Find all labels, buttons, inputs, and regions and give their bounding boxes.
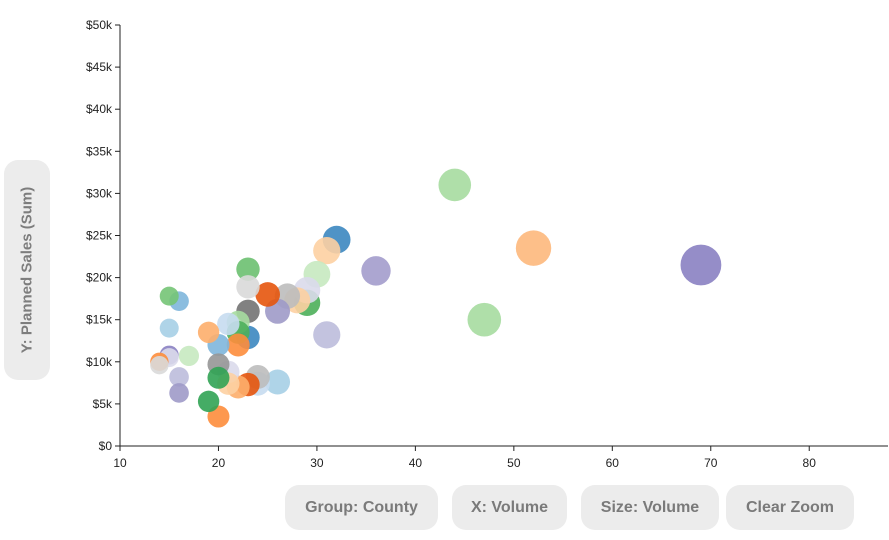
x-tick-label: 80 bbox=[803, 456, 817, 470]
data-point[interactable] bbox=[159, 318, 179, 338]
y-tick-label: $25k bbox=[86, 229, 113, 243]
data-point[interactable] bbox=[515, 230, 552, 266]
data-point[interactable] bbox=[226, 333, 250, 357]
data-point[interactable] bbox=[265, 369, 291, 395]
data-point[interactable] bbox=[150, 355, 169, 375]
y-tick-label: $45k bbox=[86, 60, 113, 74]
data-point[interactable] bbox=[236, 275, 260, 299]
data-point[interactable] bbox=[169, 383, 189, 403]
x-tick-label: 70 bbox=[704, 456, 718, 470]
data-point[interactable] bbox=[197, 390, 220, 413]
clear-zoom-button[interactable]: Clear Zoom bbox=[726, 485, 854, 530]
x-tick-label: 30 bbox=[310, 456, 324, 470]
y-tick-label: $5k bbox=[93, 397, 113, 411]
group-button[interactable]: Group: County bbox=[285, 485, 438, 530]
data-points[interactable] bbox=[150, 168, 722, 428]
y-tick-label: $35k bbox=[86, 144, 113, 158]
data-point[interactable] bbox=[169, 367, 189, 387]
y-tick-label: $20k bbox=[86, 271, 113, 285]
data-point[interactable] bbox=[313, 321, 341, 349]
y-axis-selector[interactable] bbox=[4, 160, 50, 380]
y-tick-label: $10k bbox=[86, 355, 113, 369]
x-axis-ticks: 10 20 30 40 50 60 70 80 bbox=[113, 446, 816, 470]
data-point[interactable] bbox=[255, 282, 280, 307]
data-point[interactable] bbox=[207, 366, 230, 389]
y-tick-label: $15k bbox=[86, 313, 113, 327]
x-tick-label: 50 bbox=[507, 456, 521, 470]
x-tick-label: 40 bbox=[409, 456, 423, 470]
y-tick-label: $0 bbox=[99, 439, 113, 453]
data-point[interactable] bbox=[361, 256, 391, 286]
y-axis-title: Y: Planned Sales (Sum) bbox=[18, 186, 36, 354]
x-tick-label: 20 bbox=[212, 456, 226, 470]
x-axis-button[interactable]: X: Volume bbox=[452, 485, 567, 530]
data-point[interactable] bbox=[236, 257, 260, 281]
data-point[interactable] bbox=[680, 244, 722, 286]
y-axis-ticks: $0 $5k $10k $15k $20k $25k $30k $35k $40k $45k $50… bbox=[86, 18, 120, 453]
y-tick-label: $50k bbox=[86, 18, 113, 32]
y-tick-label: $40k bbox=[86, 102, 113, 116]
data-point[interactable] bbox=[438, 168, 472, 202]
data-point[interactable] bbox=[467, 302, 502, 337]
x-tick-label: 10 bbox=[113, 456, 127, 470]
data-point[interactable] bbox=[178, 345, 200, 367]
data-point[interactable] bbox=[159, 286, 179, 306]
data-point[interactable] bbox=[217, 312, 240, 336]
x-tick-label: 60 bbox=[606, 456, 620, 470]
size-button[interactable]: Size: Volume bbox=[581, 485, 719, 530]
data-point[interactable] bbox=[313, 237, 341, 265]
y-tick-label: $30k bbox=[86, 186, 113, 200]
data-point[interactable] bbox=[197, 321, 220, 344]
